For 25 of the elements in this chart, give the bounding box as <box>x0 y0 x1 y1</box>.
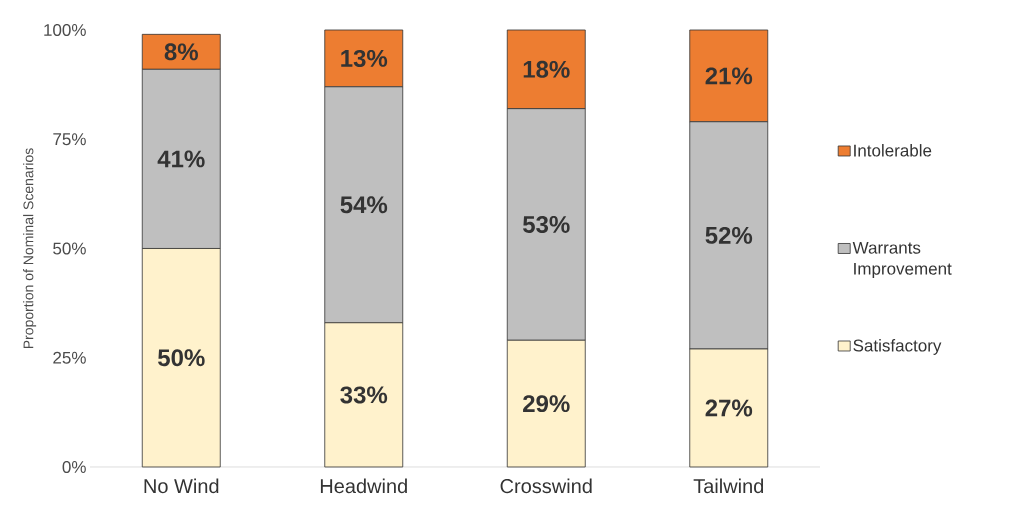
data-label: 33% <box>340 386 388 404</box>
data-label: 18% <box>523 60 570 78</box>
x-tick-label: Tailwind <box>693 478 764 494</box>
data-label: 29% <box>523 395 570 413</box>
data-label: 50% <box>157 349 205 367</box>
legend-label: Warrants Improvement <box>852 241 952 279</box>
x-tick-label: Crosswind <box>500 478 592 494</box>
data-label: 41% <box>157 150 205 168</box>
data-label: 21% <box>705 67 753 85</box>
data-label: 13% <box>341 49 388 67</box>
y-tick-label: 100% <box>44 23 86 37</box>
data-label: 52% <box>705 226 753 244</box>
data-label: 54% <box>340 196 388 214</box>
legend-label: Intolerable <box>854 144 932 157</box>
x-tick-label: Headwind <box>320 478 407 494</box>
data-label: 27% <box>705 399 753 417</box>
y-tick-label: 25% <box>53 351 86 364</box>
x-tick-label: No Wind <box>144 478 219 494</box>
y-axis-title: Proportion of Nominal Scenarios <box>23 148 37 349</box>
legend-label: Satisfactory <box>853 339 942 355</box>
data-label: 8% <box>164 43 198 61</box>
y-tick-label: 75% <box>53 133 86 146</box>
y-tick-label: 50% <box>53 242 86 255</box>
data-label: 53% <box>522 215 570 233</box>
y-tick-label: 0% <box>62 460 86 474</box>
